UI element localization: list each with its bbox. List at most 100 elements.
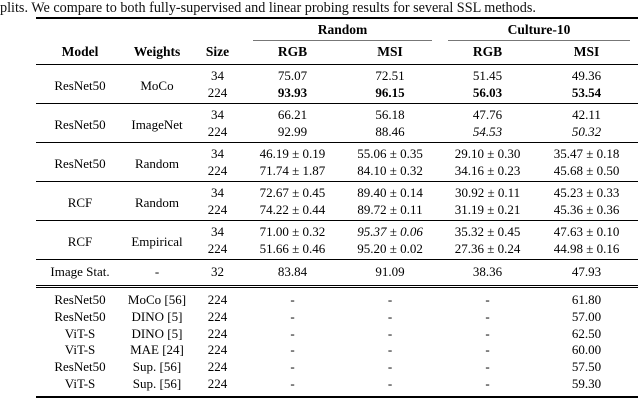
value-cell: 75.07 <box>277 68 308 83</box>
size-cell: 224 <box>207 85 228 100</box>
value-cell: 45.68 ± 0.50 <box>553 163 620 178</box>
table-row: 224 74.22 ± 0.44 89.72 ± 0.11 31.19 ± 0.… <box>36 201 638 221</box>
value-cell: - <box>387 308 393 324</box>
weights-cell: ImageNet <box>131 116 183 132</box>
value-cell: - <box>387 342 393 358</box>
value-cell: 62.50 <box>571 325 602 341</box>
value-cell: 72.51 <box>375 68 405 83</box>
table-row: ResNet50 MoCo [56] 224 - - - 61.80 <box>36 287 638 309</box>
size-cell: 224 <box>207 308 228 324</box>
table-caption: plits. We compare to both fully-supervis… <box>0 0 536 16</box>
results-table: Random Culture-10 Model Weights Size RGB… <box>36 17 639 398</box>
model-cell: ResNet50 <box>54 292 106 307</box>
value-cell: 89.40 ± 0.14 <box>357 185 423 200</box>
group-ssl-comparison: ResNet50 MoCo [56] 224 - - - 61.80 ResNe… <box>36 287 638 397</box>
table-row: RCF Random 34 72.67 ± 0.45 89.40 ± 0.14 … <box>36 182 638 210</box>
table-row: ResNet50 Random 34 46.19 ± 0.19 55.06 ± … <box>36 143 638 171</box>
weights-cell: MAE [24] <box>130 342 184 358</box>
weights-cell: DINO [5] <box>131 308 183 324</box>
value-cell: 74.22 ± 0.44 <box>259 202 326 217</box>
value-cell: 51.66 ± 0.46 <box>259 241 326 256</box>
value-cell: 34.16 ± 0.23 <box>454 163 521 178</box>
value-cell: 31.19 ± 0.21 <box>454 202 521 217</box>
span-header-spacer <box>36 18 245 41</box>
value-cell: - <box>290 375 295 391</box>
model-cell: ViT-S <box>64 375 96 391</box>
weights-cell: - <box>154 264 160 279</box>
col-header-rgb-culture: RGB <box>440 41 536 65</box>
value-cell: 60.00 <box>571 342 602 358</box>
model-cell: ResNet50 <box>54 77 106 93</box>
weights-cell: Random <box>134 194 180 210</box>
value-cell: 71.74 ± 1.87 <box>259 163 326 178</box>
value-cell: 88.46 <box>375 124 405 139</box>
group-image-stat: Image Stat. - 32 83.84 91.09 38.36 47.93 <box>36 260 639 287</box>
weights-cell: Empirical <box>131 233 183 249</box>
col-header-model: Model <box>36 41 124 65</box>
value-cell: - <box>485 325 490 341</box>
size-cell: 224 <box>207 124 228 139</box>
size-cell: 34 <box>211 146 224 161</box>
model-cell: ResNet50 <box>54 308 106 324</box>
group-resnet50-random: ResNet50 Random 34 46.19 ± 0.19 55.06 ± … <box>36 143 639 182</box>
size-cell: 224 <box>207 292 228 307</box>
model-cell: ResNet50 <box>54 155 106 171</box>
value-cell: 84.10 ± 0.32 <box>357 163 423 178</box>
value-cell: 47.63 ± 0.10 <box>553 224 620 239</box>
value-cell: 92.99 <box>277 124 308 139</box>
value-cell: 89.72 ± 0.11 <box>357 202 423 217</box>
value-cell: 45.36 ± 0.36 <box>553 202 620 217</box>
value-cell: 50.32 <box>571 124 602 139</box>
weights-cell: Sup. [56] <box>132 375 182 391</box>
model-cell: ViT-S <box>64 325 96 341</box>
value-cell: 71.00 ± 0.32 <box>259 224 326 239</box>
value-cell: - <box>387 325 393 341</box>
value-cell: 51.45 <box>472 68 503 83</box>
span-header-culture10: Culture-10 <box>440 18 638 41</box>
size-cell: 224 <box>207 325 228 341</box>
table-row: ResNet50 ImageNet 34 66.21 56.18 47.76 4… <box>36 104 638 132</box>
size-cell: 224 <box>207 375 228 391</box>
value-cell: 47.76 <box>472 107 503 122</box>
value-cell: 83.84 <box>277 264 308 279</box>
value-cell: 35.32 ± 0.45 <box>454 224 521 239</box>
size-cell: 34 <box>211 107 224 122</box>
value-cell: 44.98 ± 0.16 <box>553 241 620 256</box>
group-rcf-random: RCF Random 34 72.67 ± 0.45 89.40 ± 0.14 … <box>36 182 639 221</box>
col-header-weights: Weights <box>124 41 190 65</box>
value-cell: 56.18 <box>375 107 405 122</box>
value-cell: - <box>485 292 490 307</box>
value-cell: - <box>485 308 490 324</box>
span-header-random: Random <box>245 18 440 41</box>
value-cell: 57.00 <box>571 308 602 324</box>
value-cell: 29.10 ± 0.30 <box>454 146 521 161</box>
size-cell: 32 <box>211 264 224 279</box>
col-header-size: Size <box>190 41 245 65</box>
value-cell: - <box>485 342 490 358</box>
size-cell: 34 <box>211 68 224 83</box>
value-cell: - <box>290 292 295 307</box>
value-cell: 93.93 <box>277 85 308 100</box>
table-header: Random Culture-10 Model Weights Size RGB… <box>36 18 639 65</box>
value-cell: 49.36 <box>571 68 602 83</box>
span-header-culture10-label: Culture-10 <box>448 22 631 41</box>
value-cell: - <box>485 359 490 375</box>
span-header-row: Random Culture-10 <box>36 18 638 41</box>
table-row: 224 51.66 ± 0.46 95.20 ± 0.02 27.36 ± 0.… <box>36 240 638 260</box>
table-row: ResNet50 MoCo 34 75.07 72.51 51.45 49.36 <box>36 65 638 93</box>
value-cell: 38.36 <box>472 264 503 279</box>
weights-cell: MoCo [56] <box>127 292 187 307</box>
value-cell: - <box>485 375 490 391</box>
value-cell: - <box>290 342 295 358</box>
table-row: RCF Empirical 34 71.00 ± 0.32 95.37 ± 0.… <box>36 221 638 249</box>
value-cell: 61.80 <box>571 292 602 307</box>
value-cell: 72.67 ± 0.45 <box>259 185 326 200</box>
weights-cell: MoCo <box>140 77 174 93</box>
size-cell: 34 <box>211 185 224 200</box>
table-row: 224 92.99 88.46 54.53 50.32 <box>36 123 638 143</box>
table-row: ViT-S MAE [24] 224 - - - 60.00 <box>36 342 638 359</box>
weights-cell: DINO [5] <box>131 325 183 341</box>
value-cell: - <box>387 359 393 375</box>
size-cell: 224 <box>207 359 228 375</box>
value-cell: 54.53 <box>472 124 503 139</box>
